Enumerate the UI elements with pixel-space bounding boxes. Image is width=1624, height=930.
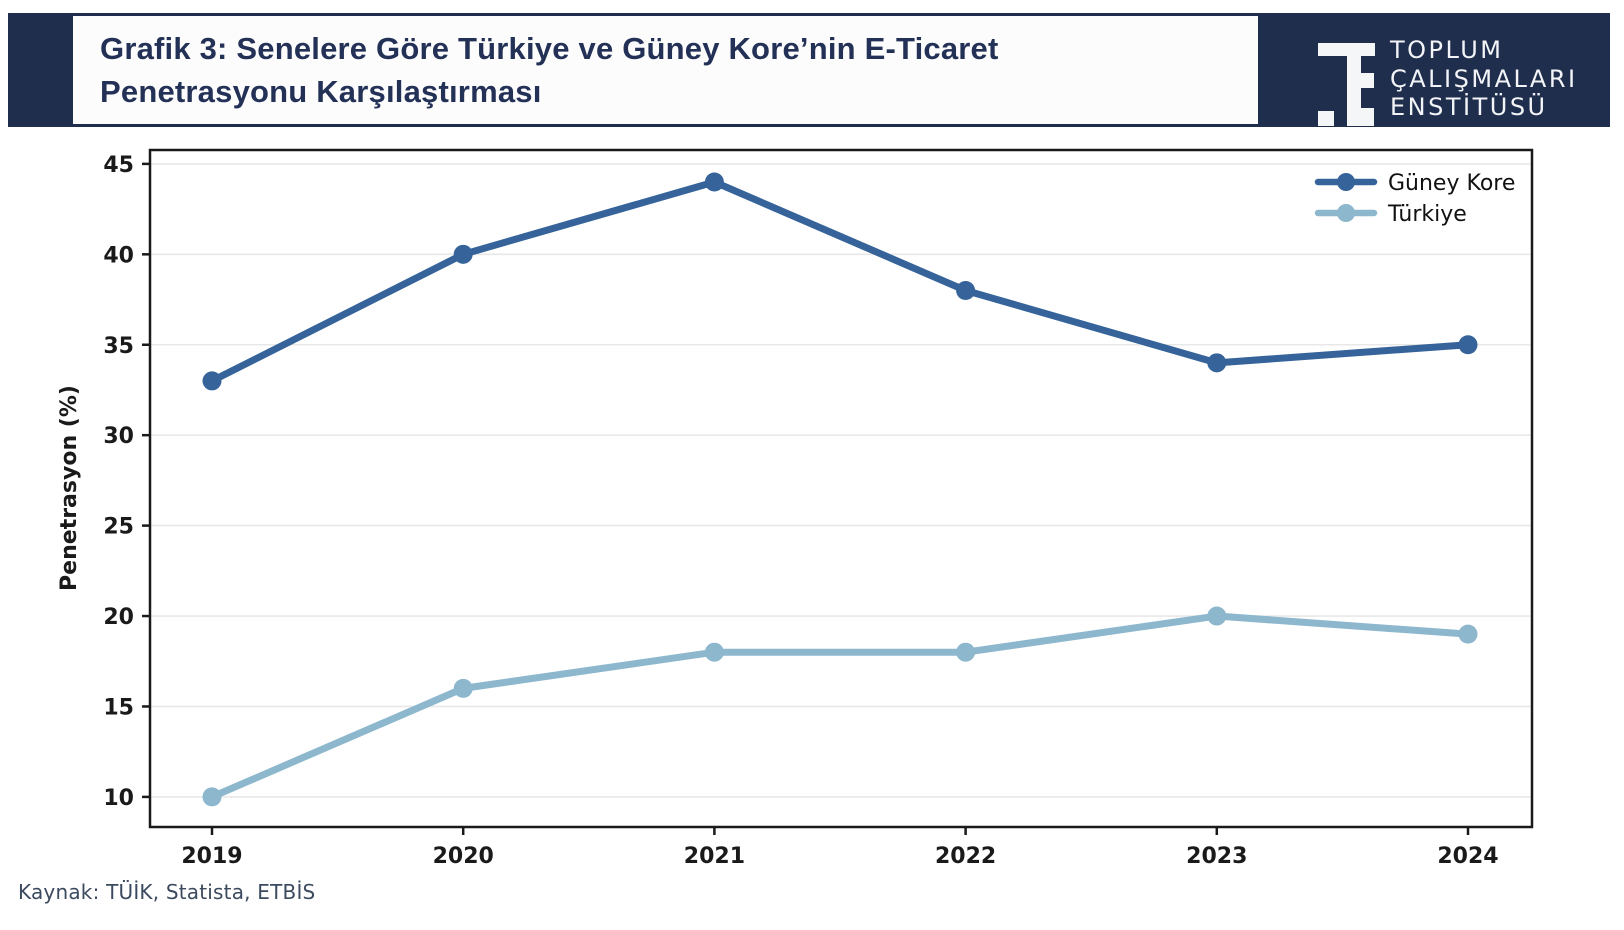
data-point-series-0	[704, 172, 724, 192]
data-point-series-0	[202, 371, 222, 391]
data-point-series-0	[1458, 335, 1478, 355]
logo-mark-bottom-square	[1318, 111, 1334, 126]
y-tick-label: 30	[103, 424, 134, 449]
logo-mark-lower-nub	[1361, 108, 1374, 126]
y-tick-label: 15	[103, 695, 134, 720]
logo-mark-icon	[1318, 43, 1375, 126]
data-point-series-0	[453, 244, 473, 264]
legend-label-0: Güney Kore	[1388, 171, 1515, 196]
x-tick-label: 2022	[935, 844, 996, 869]
y-tick-label: 40	[103, 243, 134, 268]
logo-text-line-1: TOPLUM	[1390, 36, 1504, 64]
institute-logo: TOPLUM ÇALIŞMALARI ENSTİTÜSÜ	[1318, 36, 1578, 126]
series-line-1	[208, 612, 1472, 801]
chart: 10 15 20 25 30 35 40 45 2019 2020 2021 2022 2023 2024…	[0, 140, 1624, 900]
header-bar: Grafik 3: Senelere Göre Türkiye ve Güney…	[8, 13, 1610, 127]
data-point-series-1	[704, 642, 724, 662]
data-point-series-1	[1207, 606, 1227, 626]
y-tick-label: 25	[103, 515, 134, 540]
data-point-series-1	[1458, 624, 1478, 644]
x-tick-label: 2020	[433, 844, 494, 869]
legend-marker-0	[1337, 173, 1355, 191]
chart-svg: 10 15 20 25 30 35 40 45 2019 2020 2021 2022 2023 2024…	[57, 148, 1534, 869]
series-line-0	[208, 178, 1472, 385]
logo-mark-stem	[1347, 56, 1361, 126]
data-point-series-1	[453, 678, 473, 698]
data-point-series-1	[202, 787, 222, 807]
x-tick-label: 2023	[1186, 844, 1247, 869]
y-axis-label: Penetrasyon (%)	[57, 385, 82, 591]
logo-text-line-2: ÇALIŞMALARI	[1390, 64, 1578, 93]
x-tick-label: 2024	[1437, 844, 1498, 869]
legend-label-1: Türkiye	[1387, 202, 1467, 227]
legend-marker-1	[1337, 204, 1355, 222]
x-tick-label: 2019	[181, 844, 242, 869]
y-tick-label: 10	[103, 786, 134, 811]
logo-mark-top-bar	[1318, 43, 1375, 56]
source-note: Kaynak: TÜİK, Statista, ETBİS	[18, 880, 316, 904]
page-title: Grafik 3: Senelere Göre Türkiye ve Güney…	[73, 16, 1258, 113]
data-point-series-1	[956, 642, 976, 662]
y-tick-label: 35	[103, 334, 134, 359]
title-line-2: Penetrasyonu Karşılaştırması	[100, 74, 542, 109]
title-line-1: Grafik 3: Senelere Göre Türkiye ve Güney…	[100, 31, 999, 66]
y-tick-label: 20	[103, 605, 134, 630]
logo-mark-upper-nub	[1361, 73, 1374, 88]
logo-text-line-3: ENSTİTÜSÜ	[1390, 93, 1548, 121]
data-point-series-0	[1207, 353, 1227, 373]
x-tick-label: 2021	[684, 844, 745, 869]
title-panel: Grafik 3: Senelere Göre Türkiye ve Güney…	[73, 16, 1258, 124]
data-point-series-0	[956, 280, 976, 300]
logo-text: TOPLUM ÇALIŞMALARI ENSTİTÜSÜ	[1390, 36, 1578, 122]
plot-border	[148, 148, 1534, 829]
y-tick-label: 45	[103, 153, 134, 178]
